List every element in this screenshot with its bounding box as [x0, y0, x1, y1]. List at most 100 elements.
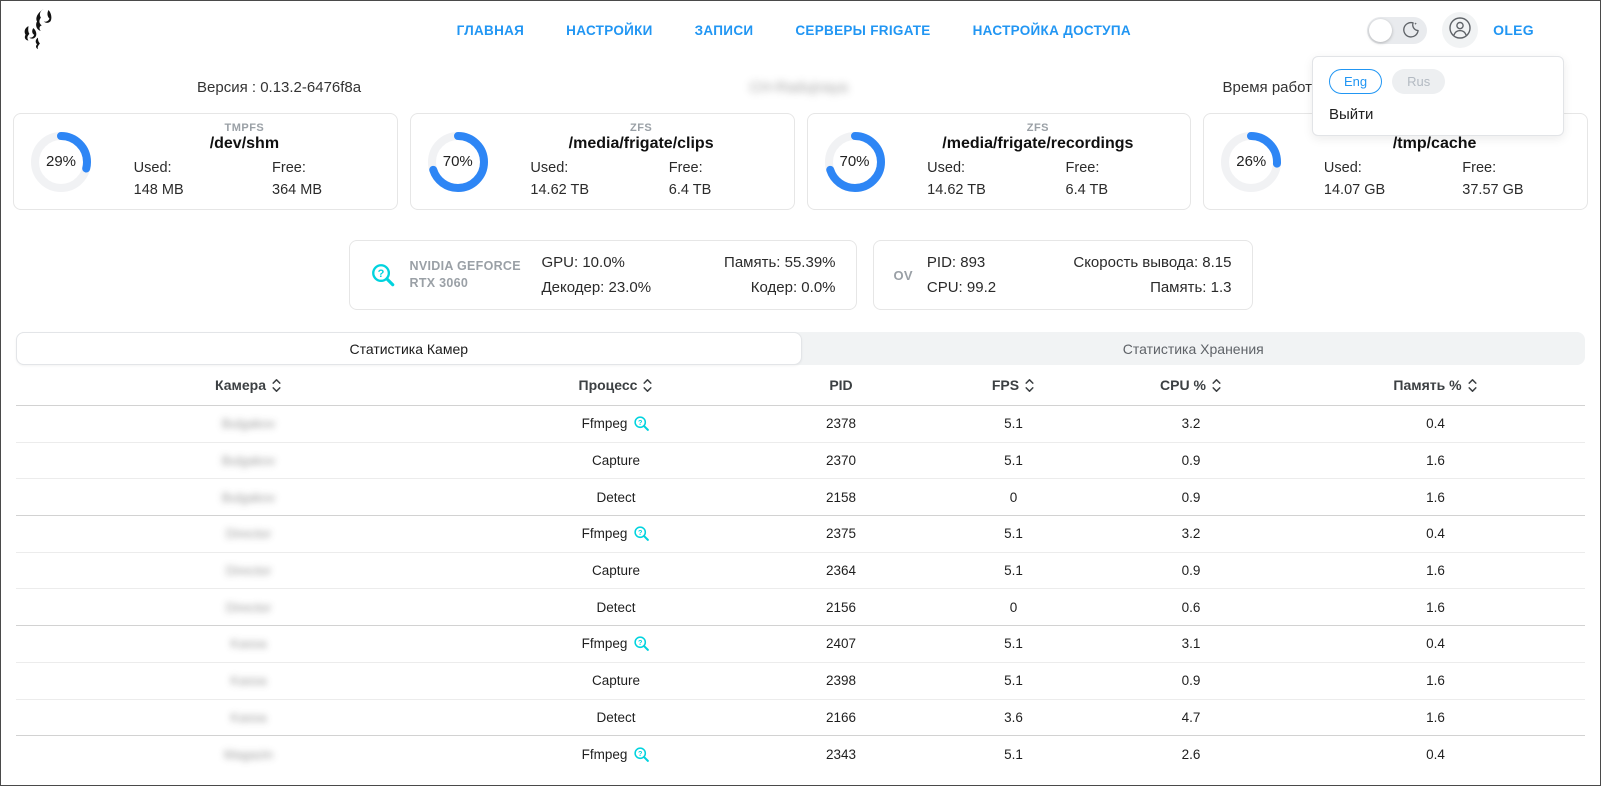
- pid-cell: 2378: [825, 416, 857, 432]
- column-header-pid: PID: [829, 377, 853, 393]
- used-label: Used:: [530, 159, 569, 176]
- process-cell: Capture ?: [591, 453, 641, 469]
- gpu-stats-left: GPU: 10.0% Декодер: 23.0%: [542, 250, 652, 301]
- process-cell: Ffmpeg ?: [481, 746, 751, 763]
- column-header-camera[interactable]: Камера: [16, 377, 481, 394]
- pid-cell: 2158: [825, 489, 857, 505]
- tab-storage-stats[interactable]: Статистика Хранения: [1122, 340, 1264, 357]
- camera-name-cell: Director: [225, 599, 272, 615]
- camera-name-cell: Bulgakov: [221, 416, 276, 432]
- nav-item-settings[interactable]: НАСТРОЙКИ: [566, 22, 653, 38]
- svg-text:?: ?: [377, 268, 384, 280]
- memory-cell: 1.6: [1426, 599, 1445, 615]
- used-label: Used:: [1323, 159, 1362, 176]
- gpu-usage: GPU: 10.0%: [541, 253, 625, 271]
- camera-name-cell: Director: [225, 563, 272, 579]
- free-label: Free:: [1462, 159, 1497, 176]
- process-cell: Ffmpeg ?: [481, 635, 751, 652]
- table-row: Kassa Ffmpeg ? 2407 5.1 3.1 0.4: [16, 625, 1585, 662]
- svg-text:?: ?: [638, 528, 642, 537]
- storage-card-dev-shm: 29% TMPFS /dev/shm Used: 148 MB Free: 364 …: [13, 113, 398, 210]
- ov-label: OV: [893, 267, 913, 283]
- ffmpeg-info-icon[interactable]: ?: [633, 525, 650, 542]
- ffmpeg-info-icon[interactable]: ?: [633, 746, 650, 763]
- process-cell: Ffmpeg ?: [481, 525, 751, 542]
- user-avatar-button[interactable]: [1442, 12, 1479, 48]
- usage-donut-chart: [822, 131, 888, 199]
- table-row: Kassa Detect ? 2166 3.6 4.7 1.6: [16, 698, 1585, 736]
- username-label[interactable]: OLEG: [1493, 22, 1534, 38]
- column-header-process[interactable]: Процесс: [481, 377, 751, 394]
- logout-menu-item[interactable]: Выйти: [1329, 106, 1374, 123]
- usage-donut-chart: [1218, 131, 1284, 199]
- uptime-label: Время работ: [1222, 79, 1312, 96]
- memory-cell: 1.6: [1426, 709, 1445, 725]
- ffmpeg-info-icon[interactable]: ?: [633, 415, 650, 432]
- server-name: CH-Radujnaya: [749, 79, 848, 96]
- used-value: 14.07 GB: [1323, 182, 1386, 198]
- fps-cell: 5.1: [1004, 416, 1023, 432]
- free-value: 6.4 TB: [1065, 182, 1108, 198]
- lang-rus-button[interactable]: Rus: [1392, 69, 1446, 94]
- moon-icon: [1401, 20, 1421, 45]
- usage-donut-chart: [425, 131, 491, 199]
- fps-cell: 5.1: [1004, 636, 1023, 652]
- usage-percent: 26%: [1236, 153, 1267, 170]
- lang-eng-button[interactable]: Eng: [1329, 69, 1383, 94]
- memory-cell: 0.4: [1426, 526, 1445, 542]
- used-value: 14.62 TB: [927, 182, 986, 198]
- nav-item-frigate-servers[interactable]: СЕРВЕРЫ FRIGATE: [795, 22, 931, 38]
- frigate-logo[interactable]: [17, 7, 61, 53]
- mount-path: /tmp/cache: [1392, 134, 1477, 152]
- table-row: Bulgakov Ffmpeg ? 2378 5.1 3.2 0.4: [16, 405, 1585, 442]
- fps-cell: 0: [1009, 489, 1018, 505]
- column-header-fps[interactable]: FPS: [931, 377, 1096, 394]
- fps-cell: 5.1: [1004, 746, 1023, 762]
- process-cards-row: ? NVIDIA GEFORCE RTX 3060 GPU: 10.0% Дек…: [1, 240, 1600, 310]
- camera-name-cell: Bulgakov: [221, 453, 276, 469]
- process-cell: Detect ?: [596, 599, 636, 615]
- pid-cell: 2166: [825, 709, 857, 725]
- column-header-cpu[interactable]: CPU %: [1096, 377, 1286, 394]
- gpu-info-search-icon[interactable]: ?: [370, 262, 396, 288]
- ov-cpu: CPU: 99.2: [926, 279, 997, 296]
- sort-icon[interactable]: [1467, 377, 1478, 394]
- camera-name-cell: Kassa: [230, 709, 267, 725]
- process-cell: Detect ?: [596, 709, 636, 725]
- table-header-row: Камера Процесс PID FPS CPU % Память %: [16, 365, 1585, 405]
- mount-path: /media/frigate/clips: [568, 134, 714, 152]
- tab-camera-stats[interactable]: Статистика Камер: [16, 332, 802, 365]
- user-icon: [1448, 16, 1472, 45]
- camera-name-cell: Kassa: [230, 673, 267, 689]
- pid-cell: 2343: [825, 746, 857, 762]
- sort-icon[interactable]: [1024, 377, 1035, 394]
- ov-pid: PID: 893: [926, 253, 986, 271]
- memory-cell: 1.6: [1426, 563, 1445, 579]
- ffmpeg-info-icon[interactable]: ?: [633, 635, 650, 652]
- header-right-cluster: OLEG: [1367, 12, 1534, 48]
- column-header-memory[interactable]: Память %: [1286, 377, 1585, 394]
- pid-cell: 2364: [825, 563, 857, 579]
- camera-name-cell: Magazin: [223, 746, 274, 762]
- fps-cell: 5.1: [1004, 673, 1023, 689]
- nav-item-recordings[interactable]: ЗАПИСИ: [694, 22, 754, 38]
- nav-item-home[interactable]: ГЛАВНАЯ: [456, 22, 525, 38]
- cpu-cell: 0.9: [1181, 673, 1201, 689]
- fps-cell: 5.1: [1004, 526, 1023, 542]
- nav-item-access-settings[interactable]: НАСТРОЙКА ДОСТУПА: [972, 22, 1131, 38]
- sort-icon[interactable]: [1211, 377, 1222, 394]
- ov-memory: Память: 1.3: [1150, 279, 1232, 296]
- cpu-cell: 3.1: [1181, 636, 1201, 652]
- sort-icon[interactable]: [271, 377, 282, 394]
- gpu-memory: Память: 55.39%: [724, 253, 836, 271]
- sort-icon[interactable]: [642, 377, 653, 394]
- usage-donut-chart: [28, 131, 94, 199]
- process-cell: Detect ?: [596, 489, 636, 505]
- info-bar: Версия : 0.13.2-6476f8a CH-Radujnaya Вре…: [1, 75, 1600, 105]
- camera-name-cell: Bulgakov: [221, 489, 276, 505]
- free-value: 6.4 TB: [668, 182, 712, 198]
- free-value: 364 MB: [272, 182, 323, 198]
- theme-toggle[interactable]: [1367, 16, 1428, 45]
- fps-cell: 5.1: [1004, 563, 1023, 579]
- ov-stats-right: Скорость вывода: 8.15 Память: 1.3: [1073, 250, 1231, 301]
